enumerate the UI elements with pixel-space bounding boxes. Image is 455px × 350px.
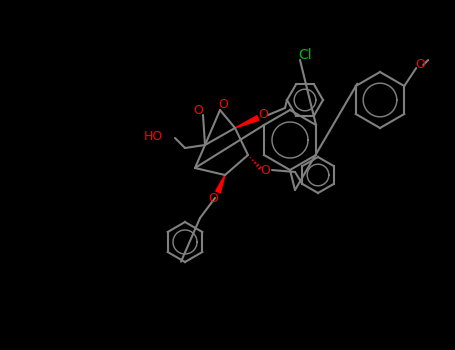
Text: O: O [218,98,228,112]
Text: HO: HO [144,130,163,142]
Text: O: O [415,58,425,71]
Polygon shape [235,116,259,128]
Text: O: O [258,107,268,120]
Text: O: O [260,163,270,176]
Text: O: O [193,105,203,118]
Text: O: O [208,191,218,204]
Polygon shape [216,175,225,193]
Text: Cl: Cl [298,48,312,62]
